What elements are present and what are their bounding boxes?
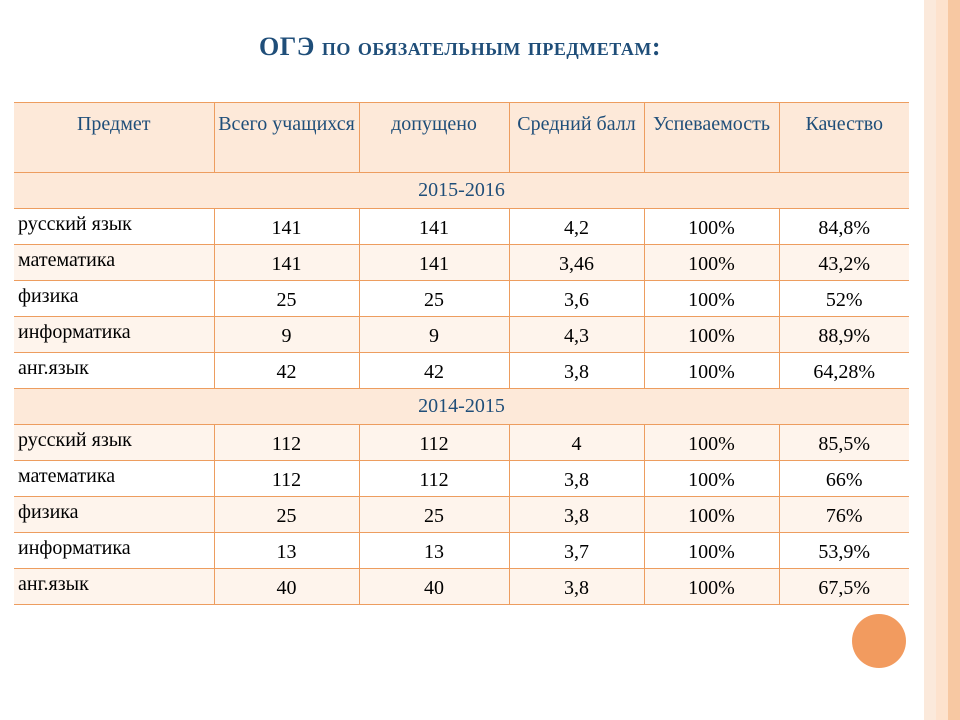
- table-row: русский язык1411414,2100%84,8%: [14, 209, 909, 245]
- table-section-row: 2015-2016: [14, 173, 909, 209]
- table-cell-value: 66%: [779, 461, 909, 497]
- table-cell-value: 112: [214, 461, 359, 497]
- table-header-cell: Предмет: [14, 103, 214, 173]
- table-cell-subject: анг.язык: [14, 569, 214, 605]
- table-row: математика1121123,8100%66%: [14, 461, 909, 497]
- table-cell-value: 76%: [779, 497, 909, 533]
- table-cell-value: 100%: [644, 569, 779, 605]
- table-cell-value: 141: [214, 245, 359, 281]
- table-cell-value: 9: [214, 317, 359, 353]
- table-cell-subject: информатика: [14, 317, 214, 353]
- table-cell-value: 3,7: [509, 533, 644, 569]
- table-cell-value: 25: [359, 281, 509, 317]
- table-cell-subject: анг.язык: [14, 353, 214, 389]
- table-header-cell: Успеваемость: [644, 103, 779, 173]
- table-cell-value: 3,8: [509, 461, 644, 497]
- table-cell-value: 53,9%: [779, 533, 909, 569]
- table-cell-value: 52%: [779, 281, 909, 317]
- table-cell-value: 42: [214, 353, 359, 389]
- table-cell-value: 100%: [644, 425, 779, 461]
- table-cell-value: 3,8: [509, 353, 644, 389]
- table-cell-value: 42: [359, 353, 509, 389]
- table-cell-subject: информатика: [14, 533, 214, 569]
- table-cell-value: 100%: [644, 353, 779, 389]
- stripe-3: [924, 0, 936, 720]
- slide: ОГЭ по обязательным предметам: ПредметВс…: [0, 0, 960, 720]
- table-row: математика1411413,46100%43,2%: [14, 245, 909, 281]
- table-header-cell: Всего учащихся: [214, 103, 359, 173]
- decor-circle: [852, 614, 906, 668]
- table-row: анг.язык40403,8100%67,5%: [14, 569, 909, 605]
- table-section-row: 2014-2015: [14, 389, 909, 425]
- table-cell-value: 100%: [644, 317, 779, 353]
- table-cell-value: 25: [359, 497, 509, 533]
- table-cell-value: 25: [214, 497, 359, 533]
- table-cell-subject: математика: [14, 245, 214, 281]
- table-cell-value: 4,3: [509, 317, 644, 353]
- table-cell-value: 141: [359, 245, 509, 281]
- table-cell-subject: физика: [14, 497, 214, 533]
- table-row: физика25253,6100%52%: [14, 281, 909, 317]
- table-cell-value: 112: [214, 425, 359, 461]
- table-cell-subject: русский язык: [14, 425, 214, 461]
- table-cell-subject: математика: [14, 461, 214, 497]
- table-cell-value: 13: [214, 533, 359, 569]
- table-cell-value: 40: [359, 569, 509, 605]
- slide-title: ОГЭ по обязательным предметам:: [0, 32, 920, 62]
- table-header-cell: Средний балл: [509, 103, 644, 173]
- table-row: анг.язык42423,8100%64,28%: [14, 353, 909, 389]
- table-cell-value: 13: [359, 533, 509, 569]
- table-cell-value: 112: [359, 461, 509, 497]
- table-cell-value: 4: [509, 425, 644, 461]
- table-cell-value: 3,46: [509, 245, 644, 281]
- table-head: ПредметВсего учащихсядопущеноСредний бал…: [14, 103, 909, 173]
- table-row: информатика13133,7100%53,9%: [14, 533, 909, 569]
- table-section-label: 2014-2015: [14, 389, 909, 425]
- results-table: ПредметВсего учащихсядопущеноСредний бал…: [14, 102, 909, 605]
- table-cell-value: 100%: [644, 245, 779, 281]
- table-cell-value: 4,2: [509, 209, 644, 245]
- table-row: физика25253,8100%76%: [14, 497, 909, 533]
- table-cell-value: 85,5%: [779, 425, 909, 461]
- decor-stripes: [924, 0, 960, 720]
- table-cell-value: 84,8%: [779, 209, 909, 245]
- table-header-cell: допущено: [359, 103, 509, 173]
- table-cell-value: 88,9%: [779, 317, 909, 353]
- table-cell-value: 64,28%: [779, 353, 909, 389]
- table-cell-value: 43,2%: [779, 245, 909, 281]
- table-header-row: ПредметВсего учащихсядопущеноСредний бал…: [14, 103, 909, 173]
- table-cell-value: 100%: [644, 281, 779, 317]
- table-cell-value: 3,8: [509, 569, 644, 605]
- table-cell-value: 141: [214, 209, 359, 245]
- table-header-cell: Качество: [779, 103, 909, 173]
- table-cell-value: 112: [359, 425, 509, 461]
- table-cell-value: 100%: [644, 209, 779, 245]
- table-row: информатика994,3100%88,9%: [14, 317, 909, 353]
- table-cell-value: 100%: [644, 497, 779, 533]
- table-cell-value: 3,8: [509, 497, 644, 533]
- table-row: русский язык1121124100%85,5%: [14, 425, 909, 461]
- table-cell-subject: русский язык: [14, 209, 214, 245]
- table-cell-value: 100%: [644, 461, 779, 497]
- table-cell-subject: физика: [14, 281, 214, 317]
- stripe-1: [948, 0, 960, 720]
- table-cell-value: 141: [359, 209, 509, 245]
- table-cell-value: 100%: [644, 533, 779, 569]
- table-body: 2015-2016русский язык1411414,2100%84,8%м…: [14, 173, 909, 605]
- table-cell-value: 3,6: [509, 281, 644, 317]
- table-cell-value: 40: [214, 569, 359, 605]
- stripe-2: [936, 0, 948, 720]
- table-cell-value: 25: [214, 281, 359, 317]
- table-cell-value: 9: [359, 317, 509, 353]
- table-section-label: 2015-2016: [14, 173, 909, 209]
- table-cell-value: 67,5%: [779, 569, 909, 605]
